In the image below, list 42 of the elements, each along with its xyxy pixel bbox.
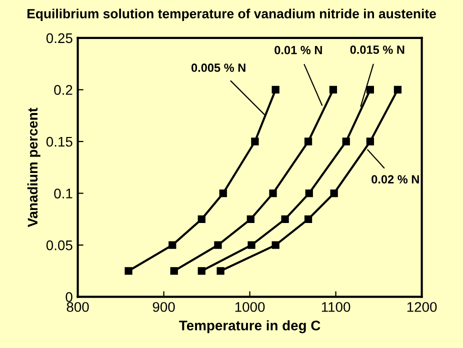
annotation: 0.005 % N [191,64,246,72]
point [330,189,338,198]
point [342,138,350,146]
x-tick-label: 800 [66,302,89,312]
x-tick-label: 1000 [235,302,265,312]
x-tick-label: 1100 [322,302,350,312]
point [329,86,338,94]
point [281,215,289,223]
point [251,138,259,146]
point [269,189,277,198]
point [248,241,256,249]
point [272,86,280,94]
y-tick-label: 0.2 [54,85,72,95]
annotation: 0.02 % N [372,175,419,184]
point [219,189,227,198]
y-axis-title: Vanadium percent [27,108,40,228]
x-tick-label: 900 [152,302,175,312]
point [216,267,224,275]
y-tick-label: 0.15 [46,136,72,147]
y-tick-label: 0.05 [46,240,72,250]
x-axis-title: Temperature in deg C [179,320,320,334]
point [366,138,374,146]
annotation: 0.015 % N [350,46,404,54]
point [214,241,222,249]
point [246,215,254,223]
point [124,267,132,275]
point [272,241,280,249]
point [366,86,374,94]
chart-title: Equilibrium solution temperature of vanadium nitride in austenite [27,8,436,21]
y-tick-label: 0 [66,292,72,302]
point [304,138,312,146]
x-tick-label: 1200 [407,302,437,312]
annotation: 0.01 % N [274,46,322,54]
point [198,215,206,223]
point [168,241,176,249]
point [304,215,312,223]
y-tick-label: 0.25 [46,33,72,44]
y-tick-label: 0.1 [54,188,72,198]
point [305,189,313,198]
point [198,267,206,275]
point [394,86,402,94]
point [170,267,178,275]
